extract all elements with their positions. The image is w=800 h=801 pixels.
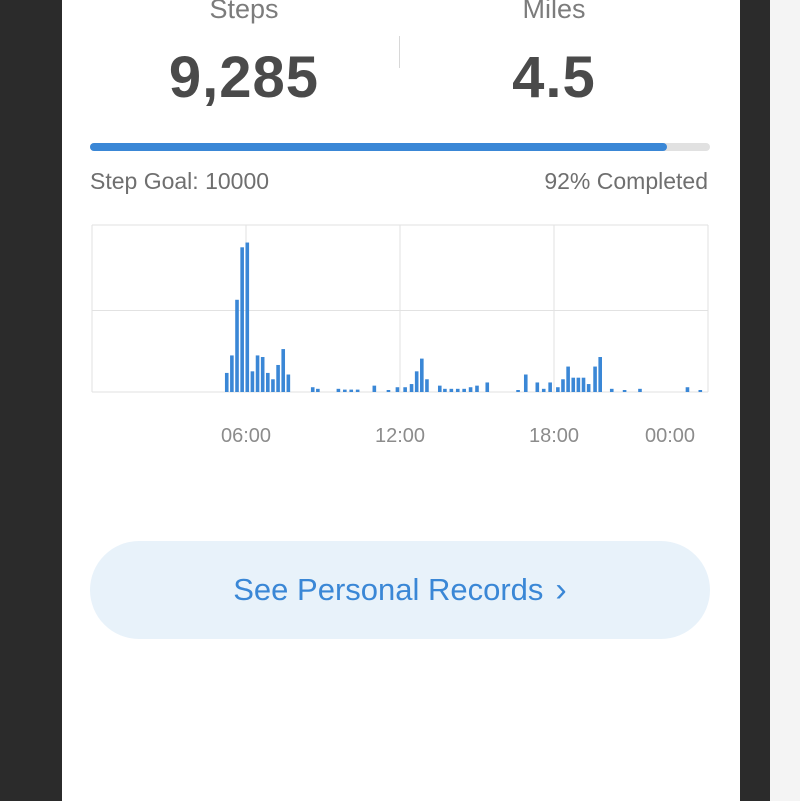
chart-bars bbox=[224, 242, 703, 392]
chart-tick-labels: 06:00 12:00 18:00 00:00 bbox=[221, 425, 695, 447]
chart-bar bbox=[586, 384, 591, 392]
chart-bar bbox=[230, 355, 234, 392]
chart-bar bbox=[260, 357, 265, 392]
steps-value: 9,285 bbox=[168, 45, 320, 110]
chart-bar bbox=[349, 389, 354, 392]
steps-label: Steps bbox=[209, 0, 279, 24]
chart-tick-label: 12:00 bbox=[375, 425, 425, 447]
device-bezel-right bbox=[740, 0, 770, 801]
chart-bar bbox=[468, 387, 473, 392]
chevron-right-icon: › bbox=[555, 571, 567, 609]
chart-bar bbox=[556, 387, 560, 392]
chart-bar bbox=[395, 387, 400, 392]
chart-bar bbox=[638, 388, 642, 392]
chart-bar bbox=[403, 387, 407, 392]
chart-bar bbox=[516, 390, 520, 392]
step-goal-progress-bar bbox=[90, 143, 710, 151]
chart-bar bbox=[425, 379, 429, 392]
chart-bar bbox=[310, 387, 315, 392]
chart-bar bbox=[409, 384, 414, 392]
chart-bar bbox=[266, 372, 270, 392]
see-personal-records-button[interactable]: See Personal Records › bbox=[90, 541, 710, 639]
chart-bar bbox=[462, 388, 466, 392]
step-goal-text: Step Goal: 10000 bbox=[90, 168, 270, 194]
chart-bar bbox=[355, 389, 360, 392]
chart-bar bbox=[576, 377, 581, 392]
background-edge bbox=[770, 0, 800, 801]
miles-label: Miles bbox=[522, 0, 586, 24]
chart-tick-label: 00:00 bbox=[645, 425, 695, 447]
chart-bar bbox=[443, 388, 447, 392]
chart-bar bbox=[240, 247, 244, 392]
chart-bar bbox=[286, 374, 291, 392]
stats-divider bbox=[399, 36, 400, 68]
chart-bar bbox=[541, 388, 546, 392]
chart-bar bbox=[386, 390, 391, 392]
chart-bar bbox=[281, 349, 286, 392]
chart-bar bbox=[475, 385, 479, 392]
chart-bar bbox=[276, 364, 280, 392]
activity-screen: Steps 9,285 Miles 4.5 Step Goal: 10000 9… bbox=[62, 0, 740, 801]
chart-bar bbox=[235, 299, 239, 392]
chart-grid bbox=[91, 224, 709, 393]
chart-bar bbox=[593, 366, 597, 392]
chart-bar bbox=[698, 390, 703, 392]
chart-bar bbox=[255, 355, 260, 392]
chart-bar bbox=[581, 377, 586, 392]
chart-bar bbox=[336, 388, 341, 392]
chart-bar bbox=[523, 374, 528, 392]
step-goal-progress-fill bbox=[90, 143, 667, 151]
chart-bar bbox=[316, 388, 320, 392]
chart-bar bbox=[245, 242, 250, 392]
miles-value: 4.5 bbox=[512, 45, 596, 110]
chart-bar bbox=[548, 382, 552, 392]
chart-bar bbox=[250, 371, 255, 392]
chart-bar bbox=[437, 385, 442, 392]
chart-bar bbox=[535, 382, 540, 392]
chart-bar bbox=[343, 389, 347, 392]
completed-percent-text: 92% Completed bbox=[544, 168, 708, 194]
chart-bar bbox=[571, 377, 576, 392]
see-personal-records-label: See Personal Records bbox=[233, 572, 544, 607]
chart-bar bbox=[609, 388, 614, 392]
chart-bar bbox=[598, 357, 602, 392]
chart-bar bbox=[455, 388, 460, 392]
chart-bar bbox=[566, 366, 570, 392]
chart-bar bbox=[449, 388, 454, 392]
chart-bar bbox=[224, 372, 229, 392]
chart-bar bbox=[622, 390, 627, 392]
chart-bar bbox=[485, 382, 490, 392]
chart-bar bbox=[372, 385, 377, 392]
chart-bar bbox=[561, 379, 565, 392]
chart-tick-label: 06:00 bbox=[221, 425, 271, 447]
chart-bar bbox=[685, 387, 690, 392]
chart-bar bbox=[414, 371, 419, 392]
chart-tick-label: 18:00 bbox=[529, 425, 579, 447]
chart-bar bbox=[271, 379, 275, 392]
chart-bar bbox=[420, 358, 424, 392]
device-bezel-left bbox=[0, 0, 62, 801]
hourly-steps-chart: 06:00 12:00 18:00 00:00 bbox=[91, 224, 709, 447]
